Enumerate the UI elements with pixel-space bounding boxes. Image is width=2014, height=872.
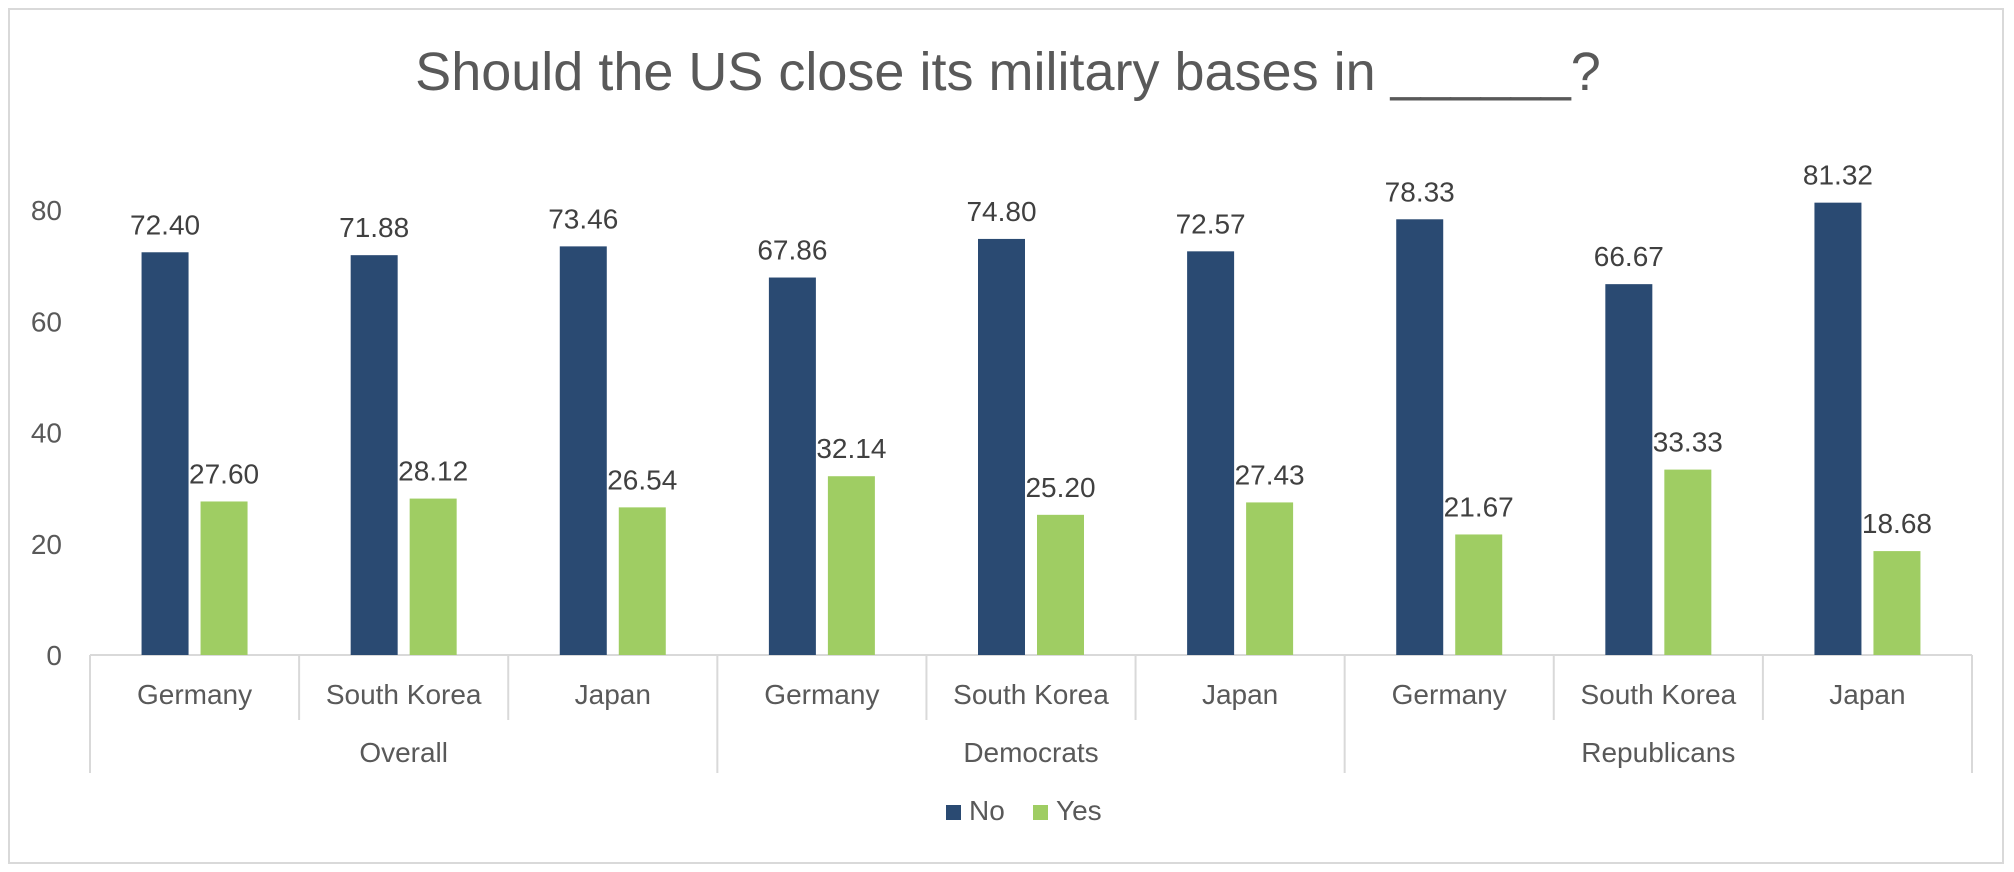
bar-no (1605, 284, 1653, 655)
data-label: 78.33 (1385, 176, 1455, 207)
legend-label-yes: Yes (1056, 795, 1102, 826)
bar-yes (1664, 469, 1712, 655)
bar-no (350, 255, 398, 656)
bar-no (1187, 251, 1235, 655)
bar-no (141, 252, 189, 655)
bar-no (768, 277, 816, 655)
bar-yes (200, 501, 248, 655)
data-label: 27.43 (1235, 459, 1305, 490)
data-label: 21.67 (1444, 491, 1514, 522)
legend-swatch-yes (1033, 805, 1048, 820)
bars-layer (141, 202, 1921, 656)
data-label: 67.86 (757, 235, 827, 266)
category-label: Japan (1829, 679, 1905, 710)
bar-no (978, 238, 1025, 656)
category-label: South Korea (1580, 679, 1736, 710)
bar-yes (618, 507, 666, 655)
group-label: Republicans (1581, 737, 1735, 768)
data-label: 18.68 (1862, 508, 1932, 539)
data-label: 73.46 (548, 203, 618, 234)
category-label: Japan (575, 679, 651, 710)
data-label: 81.32 (1803, 160, 1873, 191)
bar-yes (1455, 534, 1503, 655)
category-label: Germany (1392, 679, 1507, 710)
data-label: 72.57 (1176, 208, 1246, 239)
data-label: 71.88 (339, 212, 409, 243)
data-label: 25.20 (1025, 472, 1095, 503)
bar-yes (1037, 514, 1084, 655)
legend: No Yes (946, 795, 1102, 826)
bar-no (1396, 219, 1444, 655)
category-label: South Korea (326, 679, 482, 710)
legend-label-no: No (969, 795, 1005, 826)
bar-yes (1246, 502, 1294, 655)
category-label: Germany (764, 679, 879, 710)
category-label: Japan (1202, 679, 1278, 710)
bar-yes (409, 498, 457, 655)
axis-layer: 0 20 40 60 80 (31, 195, 1973, 773)
chart-frame: Should the US close its military bases i… (8, 8, 2004, 864)
y-tick-label: 0 (46, 640, 62, 671)
y-tick-label: 80 (31, 195, 62, 226)
data-labels-layer: 72.40 27.60 71.88 28.12 73.46 26.54 67.86 32.14… (130, 160, 1932, 539)
bar-no (1814, 202, 1862, 655)
category-label: South Korea (953, 679, 1109, 710)
data-label: 74.80 (966, 196, 1036, 227)
y-tick-label: 20 (31, 529, 62, 560)
data-label: 28.12 (398, 456, 468, 487)
data-label: 26.54 (607, 464, 677, 495)
category-label: Germany (137, 679, 252, 710)
y-tick-label: 60 (31, 306, 62, 337)
data-label: 32.14 (816, 433, 886, 464)
data-label: 33.33 (1653, 427, 1723, 458)
bar-yes (1873, 551, 1921, 655)
legend-swatch-no (946, 805, 961, 820)
chart-svg: Should the US close its military bases i… (31, 42, 1973, 826)
data-label: 72.40 (130, 209, 200, 240)
bar-yes (827, 476, 875, 655)
data-label: 66.67 (1594, 241, 1664, 272)
group-label: Democrats (963, 737, 1098, 768)
y-tick-label: 40 (31, 418, 62, 449)
bar-no (559, 246, 607, 655)
data-label: 27.60 (189, 458, 259, 489)
chart-title: Should the US close its military bases i… (415, 42, 1601, 102)
group-label: Overall (359, 737, 448, 768)
category-labels-layer: Germany South Korea Japan Germany South Kore… (137, 679, 1906, 768)
